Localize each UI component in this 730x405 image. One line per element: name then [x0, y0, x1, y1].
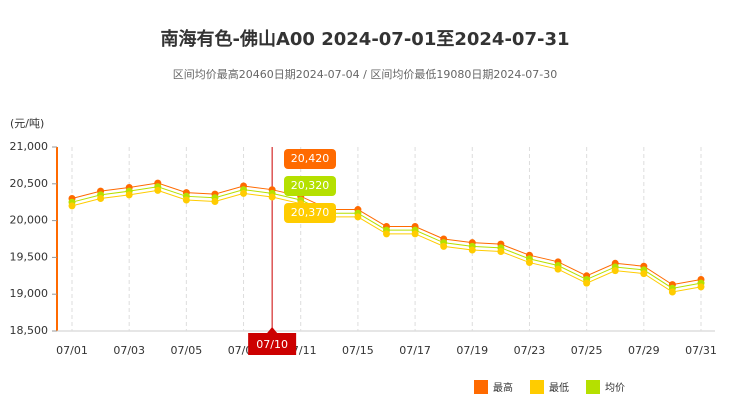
- point: [525, 259, 533, 267]
- point: [68, 202, 76, 210]
- point: [554, 265, 562, 273]
- y-tick-label: 18,500: [10, 324, 49, 337]
- point: [640, 270, 648, 278]
- tooltip-x-box: [248, 333, 297, 355]
- point: [583, 279, 591, 287]
- point: [354, 213, 362, 221]
- x-tick-label: 07/23: [514, 344, 546, 357]
- x-tick-label: 07/19: [456, 344, 488, 357]
- legend-swatch: [530, 380, 544, 394]
- tooltip-box: [284, 203, 336, 223]
- x-tick-label: 07/17: [399, 344, 431, 357]
- tooltip-value: 20,370: [291, 206, 330, 219]
- point: [268, 193, 276, 201]
- point: [182, 196, 190, 204]
- point: [97, 195, 105, 203]
- legend-label: 均价: [605, 382, 625, 394]
- point: [240, 189, 248, 197]
- series-line: [71, 189, 702, 293]
- x-tick-label: 07/15: [342, 344, 374, 357]
- tooltip-x-label: 07/10: [256, 338, 288, 351]
- series-line: [71, 186, 702, 289]
- x-tick-label: 07/03: [113, 344, 145, 357]
- y-tick-label: 19,500: [10, 250, 49, 263]
- point: [211, 197, 219, 205]
- point: [697, 283, 705, 291]
- x-tick-label: 07/05: [171, 344, 203, 357]
- tooltip-box: [284, 176, 336, 196]
- point: [440, 242, 448, 250]
- point: [154, 186, 162, 194]
- point: [668, 288, 676, 296]
- chart-title: 南海有色-佛山A00 2024-07-01至2024-07-31: [161, 28, 570, 50]
- x-tick-label: 07/29: [628, 344, 660, 357]
- chart-subtitle: 区间均价最高20460日期2024-07-04 / 区间均价最低19080日期2…: [173, 67, 558, 81]
- y-tick-label: 19,000: [10, 287, 49, 300]
- y-tick-label: 20,500: [10, 177, 49, 190]
- point: [497, 248, 505, 256]
- point: [411, 230, 419, 238]
- legend-swatch: [586, 380, 600, 394]
- tooltip-box: [284, 149, 336, 169]
- legend-label: 最高: [493, 381, 513, 394]
- tooltip-value: 20,320: [291, 179, 330, 192]
- x-tick-label: 07/01: [56, 344, 88, 357]
- y-tick-label: 20,000: [10, 214, 49, 227]
- point: [611, 267, 619, 275]
- point: [125, 191, 133, 199]
- y-axis-label: (元/吨): [10, 117, 44, 130]
- legend-swatch: [474, 380, 488, 394]
- tooltip-value: 20,420: [291, 152, 330, 165]
- point: [383, 230, 390, 238]
- y-tick-label: 21,000: [10, 140, 49, 153]
- x-tick-label: 07/31: [685, 344, 717, 357]
- point: [468, 246, 476, 254]
- x-tick-label: 07/25: [571, 344, 603, 357]
- legend-label: 最低: [549, 381, 569, 394]
- tooltip-arrow: [267, 327, 278, 333]
